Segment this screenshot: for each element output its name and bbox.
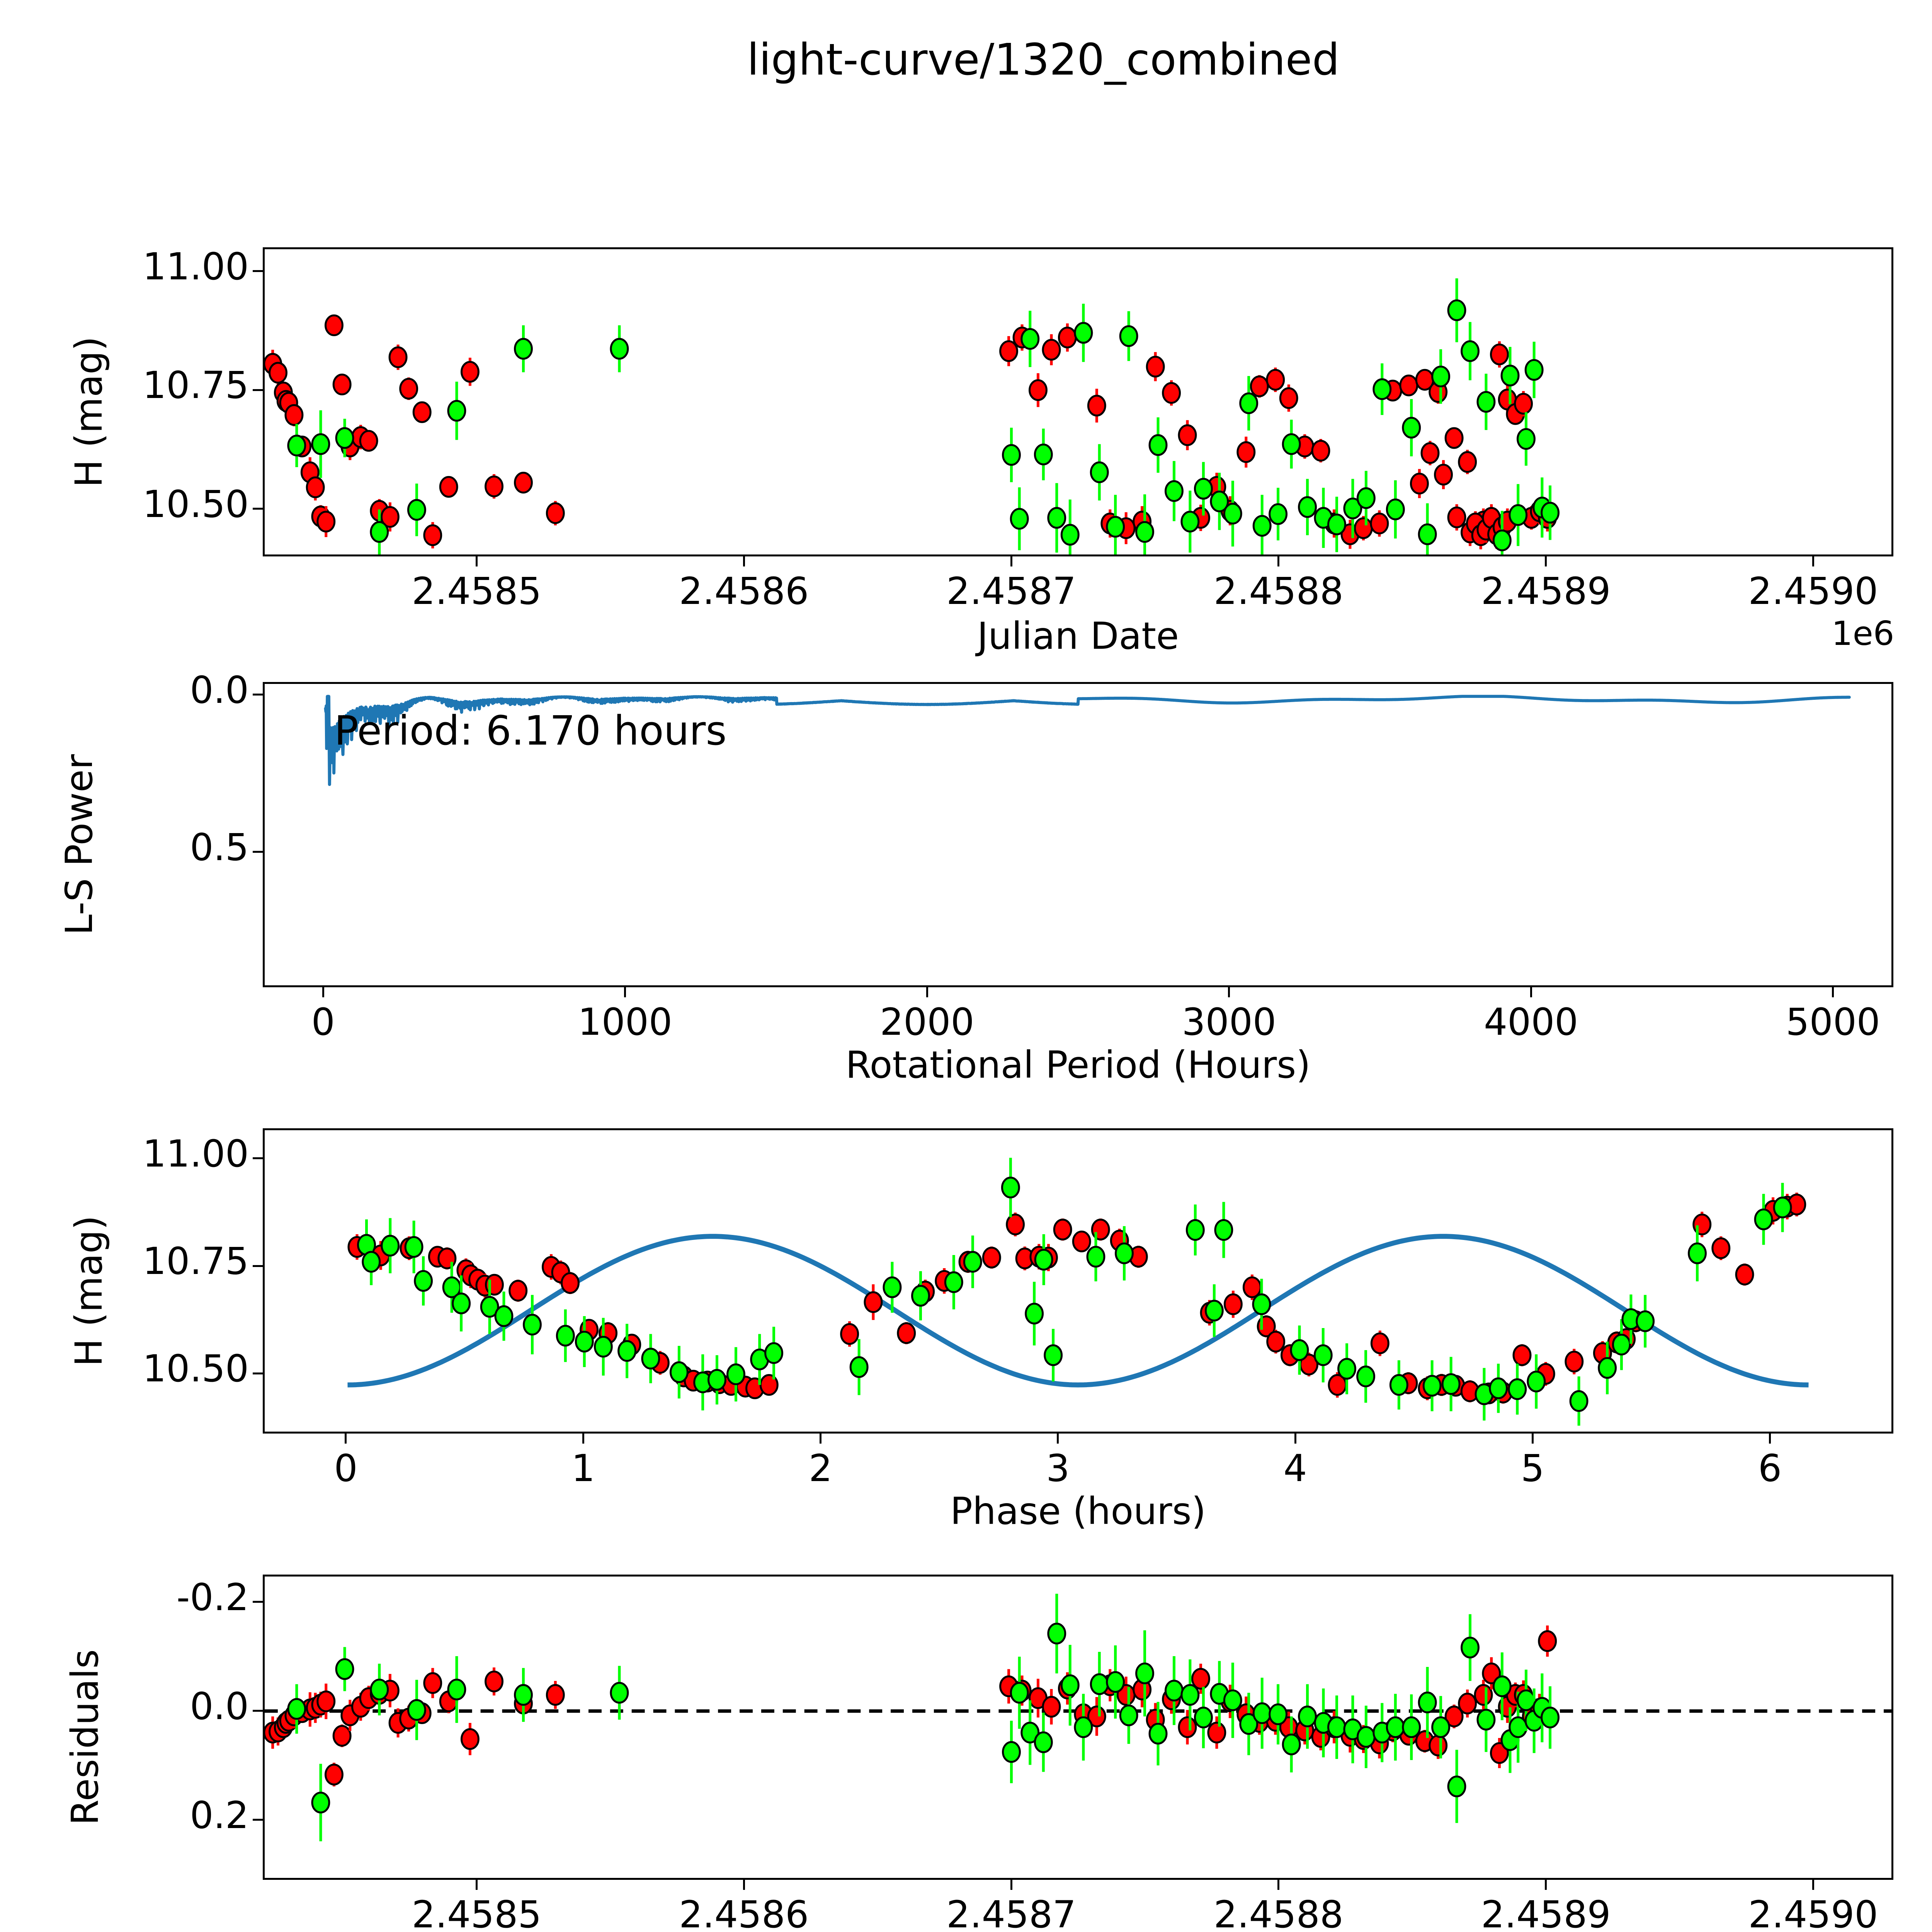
x-tick-label: 1 — [571, 1447, 595, 1490]
x-tick-label: 2.4585 — [412, 1893, 542, 1932]
panel3-ylabel: Residuals — [63, 1649, 107, 1825]
x-tick-label: 1000 — [578, 1000, 672, 1044]
x-tick-label: 2.4586 — [679, 570, 809, 613]
y-tickmark — [253, 694, 263, 696]
y-tickmark — [253, 1819, 263, 1821]
y-tick-label: 11.00 — [143, 1132, 249, 1175]
x-tick-label: 2000 — [880, 1000, 975, 1044]
x-tick-label: 0 — [334, 1447, 358, 1490]
x-tick-label: 2.4588 — [1213, 1893, 1344, 1932]
panel-light-curve-raw — [263, 247, 1893, 556]
x-tickmark — [1294, 1434, 1296, 1444]
panel-residuals — [263, 1575, 1893, 1880]
panel-phase-folded-light-curve — [263, 1128, 1893, 1434]
x-tickmark — [743, 556, 745, 566]
x-tick-label: 2.4590 — [1748, 570, 1878, 613]
x-tickmark — [820, 1434, 822, 1444]
y-tick-label: 0.0 — [190, 668, 249, 712]
x-tickmark — [624, 987, 626, 997]
y-tick-label: 10.75 — [143, 364, 249, 407]
x-tick-label: 2 — [808, 1447, 833, 1490]
y-tickmark — [253, 1710, 263, 1712]
y-tickmark — [253, 851, 263, 853]
x-tickmark — [1545, 556, 1547, 566]
x-tick-label: 3 — [1046, 1447, 1070, 1490]
x-tickmark — [1010, 556, 1012, 566]
panel-lomb-scargle-periodogram — [263, 682, 1893, 987]
y-tick-label: 10.75 — [143, 1240, 249, 1283]
x-tick-label: 5000 — [1786, 1000, 1880, 1044]
x-tickmark — [582, 1434, 584, 1444]
x-tickmark — [1057, 1434, 1059, 1444]
y-tick-label: 11.00 — [143, 245, 249, 288]
panel0-x-offset-label: 1e6 — [1832, 614, 1895, 653]
period-annotation: Period: 6.170 hours — [334, 707, 727, 754]
x-tickmark — [1812, 556, 1814, 566]
x-tickmark — [1277, 556, 1280, 566]
y-tickmark — [253, 270, 263, 272]
panel1-xlabel: Rotational Period (Hours) — [845, 1043, 1311, 1087]
x-tickmark — [475, 556, 478, 566]
y-tick-label: 0.5 — [190, 825, 249, 869]
x-tickmark — [1545, 1880, 1547, 1890]
x-tickmark — [926, 987, 928, 997]
y-tick-label: 10.50 — [143, 1347, 249, 1391]
series-green-filter — [287, 1594, 1560, 1842]
x-tick-label: 4 — [1283, 1447, 1307, 1490]
series-red-filter — [265, 1625, 1557, 1787]
x-tick-label: 3000 — [1182, 1000, 1276, 1044]
x-tickmark — [1832, 987, 1834, 997]
x-tickmark — [1010, 1880, 1012, 1890]
x-tickmark — [1530, 987, 1532, 997]
x-tickmark — [743, 1880, 745, 1890]
x-tickmark — [1277, 1880, 1280, 1890]
y-tickmark — [253, 1265, 263, 1267]
panel0-xlabel: Julian Date — [977, 614, 1179, 658]
x-tick-label: 0 — [311, 1000, 335, 1044]
series-green-filter — [357, 1158, 1792, 1426]
x-tick-label: 2.4587 — [946, 570, 1076, 613]
x-tickmark — [345, 1434, 347, 1444]
y-tickmark — [253, 1372, 263, 1374]
y-tick-label: 10.50 — [143, 482, 249, 526]
figure-title: light-curve/1320_combined — [747, 35, 1340, 85]
x-tick-label: 2.4588 — [1213, 570, 1344, 613]
x-tick-label: 2.4589 — [1481, 1893, 1611, 1932]
x-tickmark — [1531, 1434, 1534, 1444]
series-red-filter — [265, 314, 1557, 549]
y-tick-label: 0.2 — [190, 1793, 249, 1837]
x-tickmark — [322, 987, 324, 997]
x-tick-label: 2.4587 — [946, 1893, 1076, 1932]
y-tickmark — [253, 508, 263, 510]
y-tick-label: -0.2 — [176, 1575, 249, 1619]
x-tickmark — [1812, 1880, 1814, 1890]
x-tickmark — [1228, 987, 1230, 997]
x-tickmark — [1769, 1434, 1771, 1444]
y-tickmark — [253, 1601, 263, 1603]
x-tick-label: 6 — [1758, 1447, 1782, 1490]
panel2-xlabel: Phase (hours) — [950, 1490, 1206, 1533]
y-tick-label: 0.0 — [190, 1684, 249, 1728]
x-tick-label: 2.4585 — [412, 570, 542, 613]
y-tickmark — [253, 389, 263, 391]
series-green-filter — [287, 278, 1560, 554]
x-tick-label: 2.4586 — [679, 1893, 809, 1932]
x-tickmark — [475, 1880, 478, 1890]
y-tickmark — [253, 1157, 263, 1160]
x-tick-label: 2.4590 — [1748, 1893, 1878, 1932]
x-tick-label: 4000 — [1484, 1000, 1578, 1044]
x-tick-label: 5 — [1520, 1447, 1544, 1490]
series-red-filter — [347, 1192, 1806, 1405]
x-tick-label: 2.4589 — [1481, 570, 1611, 613]
